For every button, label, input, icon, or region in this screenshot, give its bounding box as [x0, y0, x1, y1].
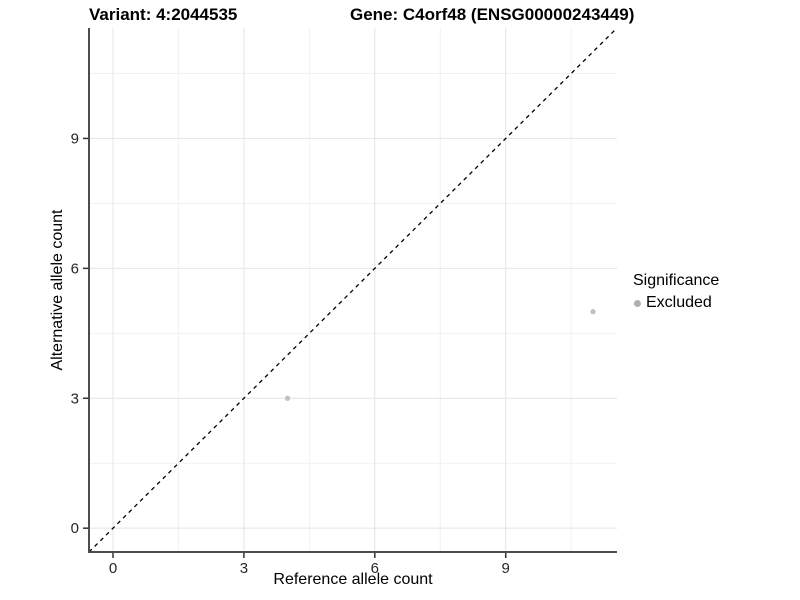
- x-tick-label: 0: [109, 560, 117, 577]
- x-tick-label: 9: [502, 560, 510, 577]
- identity-line: [88, 27, 618, 553]
- plot-title-gene: Gene: C4orf48 (ENSG00000243449): [350, 5, 635, 24]
- y-axis-title: Alternative allele count: [49, 209, 66, 371]
- y-tick-label: 9: [71, 130, 79, 147]
- x-tick-label: 6: [371, 560, 379, 577]
- data-point: [590, 309, 596, 315]
- data-point: [284, 395, 291, 401]
- y-tick-label: 6: [71, 260, 79, 277]
- x-axis-title: Reference allele count: [273, 571, 433, 588]
- plot-title-variant: Variant: 4:2044535: [89, 5, 238, 24]
- x-tick-label: 3: [240, 560, 248, 577]
- legend-item-label: Excluded: [646, 294, 712, 311]
- dot-icon: [634, 299, 641, 307]
- legend: Significance Excluded: [633, 272, 719, 312]
- legend-item-excluded: Excluded: [633, 294, 719, 312]
- legend-title: Significance: [633, 272, 720, 289]
- y-tick-label: 3: [71, 390, 79, 407]
- y-tick-label: 0: [71, 520, 79, 537]
